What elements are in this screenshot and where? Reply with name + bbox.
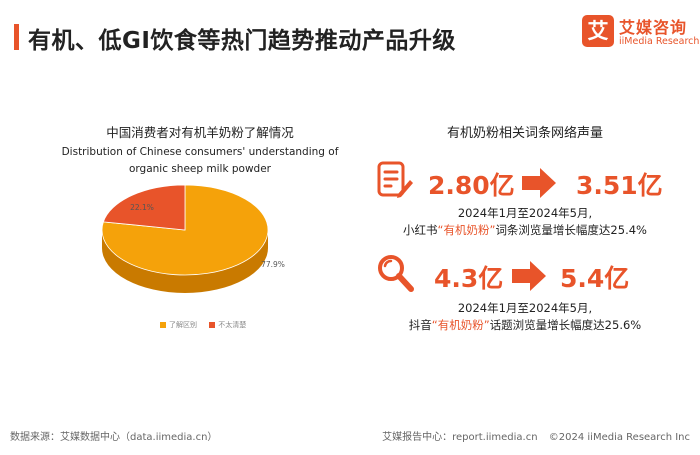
footer-source: 数据来源：艾媒数据中心（data.iimedia.cn） [10, 432, 218, 443]
metric-1-period: 2024年1月至2024年5月, [457, 206, 593, 220]
pie-chart: 77.9% 22.1% [101, 184, 285, 293]
pie-slice-0 [101, 184, 269, 276]
logo-text-cn: 艾媒咨询 [619, 18, 688, 37]
legend-item-understand: 了解区别 [160, 320, 197, 330]
metric-2-detail: 抖音“有机奶粉”话题浏览量增长幅度达25.6% [375, 317, 675, 334]
metric-2-description: 2024年1月至2024年5月, 抖音“有机奶粉”话题浏览量增长幅度达25.6% [375, 300, 675, 334]
pie-value-label: 22.1% [130, 203, 154, 212]
metric-2-to: 5.4亿 [560, 264, 630, 293]
metric-1-keyword: “有机奶粉” [437, 223, 496, 237]
legend-label: 了解区别 [169, 321, 197, 329]
metric-2-period: 2024年1月至2024年5月, [457, 301, 593, 315]
footer-report: 艾媒报告中心：report.iimedia.cn [382, 432, 538, 443]
brand-logo: 艾 艾媒咨询 iiMedia Research [582, 12, 699, 56]
metric-1-platform: 小红书 [403, 223, 438, 237]
metric-2-growth: 话题浏览量增长幅度达25.6% [489, 318, 642, 332]
pie-chart-subtitle: Distribution of Chinese consumers' under… [61, 146, 339, 175]
arrow-right-icon [512, 261, 546, 291]
metric-1-growth: 词条浏览量增长幅度达25.4% [495, 223, 647, 237]
footer-credits: 艾媒报告中心：report.iimedia.cn ©2024 iiMedia R… [382, 428, 690, 443]
arrow-right-icon [522, 168, 556, 198]
metric-2-from: 4.3亿 [434, 264, 504, 293]
metric-1-detail: 小红书“有机奶粉”词条浏览量增长幅度达25.4% [375, 222, 675, 239]
pie-slice-1 [102, 184, 186, 231]
metric-2-keyword: “有机奶粉” [431, 318, 490, 332]
metric-1-to: 3.51亿 [576, 171, 663, 200]
logo-mark-icon: 艾 [582, 15, 614, 47]
document-edit-icon [377, 161, 413, 198]
metrics-title: 有机奶粉相关词条网络声量 [446, 126, 603, 141]
page-title: 有机、低GI饮食等热门趋势推动产品升级 [28, 28, 456, 54]
pie-slice-side [102, 230, 268, 293]
footer-copyright: ©2024 iiMedia Research Inc [548, 432, 690, 443]
search-icon [378, 255, 414, 292]
metric-2-platform: 抖音 [408, 318, 432, 332]
legend-label: 不太清楚 [218, 321, 247, 329]
legend-item-unclear: 不太清楚 [209, 320, 246, 330]
pie-legend: 了解区别 不太清楚 [160, 320, 256, 330]
title-accent-bar [14, 24, 19, 50]
legend-swatch [160, 322, 166, 328]
metric-1-from: 2.80亿 [428, 171, 515, 200]
legend-swatch [209, 322, 216, 328]
pie-value-label: 77.9% [261, 260, 285, 269]
pie-chart-title: 中国消费者对有机羊奶粉了解情况 [106, 125, 294, 140]
metric-1-description: 2024年1月至2024年5月, 小红书“有机奶粉”词条浏览量增长幅度达25.4… [375, 205, 675, 239]
logo-text-en: iiMedia Research [619, 36, 700, 47]
